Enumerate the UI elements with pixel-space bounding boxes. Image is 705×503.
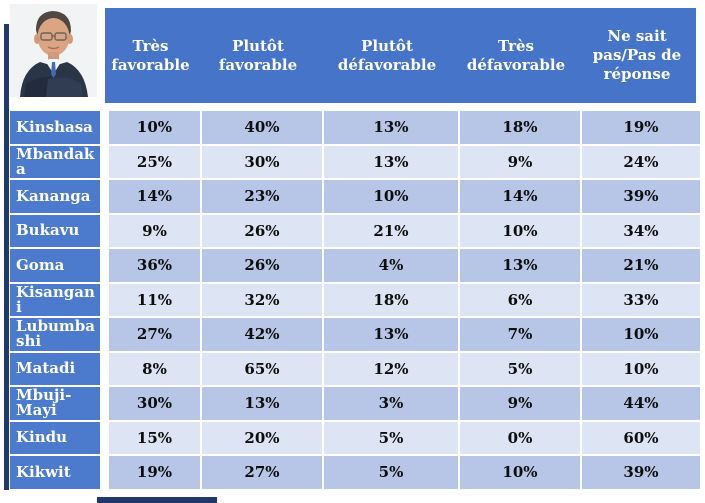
data-cell: 21% <box>324 214 458 247</box>
data-cell: 20% <box>202 421 322 454</box>
data-cell: 11% <box>109 283 200 316</box>
data-cell: 8% <box>109 352 200 385</box>
data-cell: 30% <box>109 387 200 420</box>
data-cell: 14% <box>460 180 580 213</box>
row-label-cell: Goma <box>10 249 100 282</box>
data-cell: 32% <box>202 283 322 316</box>
row-label-cell: Kikwit <box>10 456 100 489</box>
left-accent-bar <box>4 24 9 490</box>
data-cell: 33% <box>582 283 700 316</box>
data-cell: 6% <box>460 283 580 316</box>
data-cell: 40% <box>202 111 322 144</box>
data-cell: 25% <box>109 145 200 178</box>
data-cell: 18% <box>460 111 580 144</box>
data-cell: 26% <box>202 249 322 282</box>
data-cell: 10% <box>109 111 200 144</box>
data-cell: 12% <box>324 352 458 385</box>
data-cell: 19% <box>582 111 700 144</box>
label-column-gap <box>102 249 107 282</box>
label-column-gap <box>102 146 107 179</box>
header-cell-ne-sait-pas: Ne sait pas/Pas de réponse <box>592 27 682 83</box>
data-cell: 7% <box>460 318 580 351</box>
data-cell: 65% <box>202 352 322 385</box>
data-cell: 10% <box>460 214 580 247</box>
label-column-gap <box>102 215 107 248</box>
header-cell-plutot-favorable: Plutôt favorable <box>218 36 298 74</box>
data-cell: 34% <box>582 214 700 247</box>
label-column-gap <box>102 387 107 420</box>
row-label-cell: Mbuji-Mayi <box>10 387 100 420</box>
data-cell: 26% <box>202 214 322 247</box>
data-cell: 15% <box>109 421 200 454</box>
data-cell: 13% <box>324 145 458 178</box>
row-label-cell: Bukavu <box>10 214 100 247</box>
data-cell: 9% <box>109 214 200 247</box>
row-label-cell: Kindu <box>10 421 100 454</box>
label-column-gap <box>102 180 107 213</box>
row-label-cell: Kisangani <box>10 283 100 316</box>
data-cell: 13% <box>324 318 458 351</box>
table-body: Kinshasa 10% 40% 13% 18% 19% Mbandaka 25% 30% 13%… <box>10 111 700 489</box>
data-cell: 5% <box>324 456 458 489</box>
data-cell: 0% <box>460 421 580 454</box>
data-cell: 44% <box>582 387 700 420</box>
header-cell-plutot-defavorable: Plutôt défavorable <box>337 36 437 74</box>
row-label-cell: Kananga <box>10 180 100 213</box>
data-cell: 23% <box>202 180 322 213</box>
header-cell-tres-favorable: Très favorable <box>111 36 190 74</box>
data-cell: 14% <box>109 180 200 213</box>
label-column-gap <box>102 111 107 144</box>
label-column-gap <box>102 456 107 489</box>
row-label-cell: Kinshasa <box>10 111 100 144</box>
data-cell: 10% <box>460 456 580 489</box>
label-column-gap <box>102 422 107 455</box>
data-cell: 5% <box>460 352 580 385</box>
row-label-cell: Lubumbashi <box>10 318 100 351</box>
bottom-accent-bar <box>97 497 217 503</box>
row-label-cell: Matadi <box>10 352 100 385</box>
label-column-gap <box>102 353 107 386</box>
data-cell: 60% <box>582 421 700 454</box>
data-cell: 9% <box>460 387 580 420</box>
data-cell: 42% <box>202 318 322 351</box>
data-cell: 36% <box>109 249 200 282</box>
data-cell: 13% <box>460 249 580 282</box>
data-cell: 10% <box>582 352 700 385</box>
data-cell: 21% <box>582 249 700 282</box>
data-cell: 24% <box>582 145 700 178</box>
table-header-row: Très favorable Plutôt favorable Plutôt d… <box>105 8 696 103</box>
data-cell: 10% <box>582 318 700 351</box>
data-cell: 18% <box>324 283 458 316</box>
label-column-gap <box>102 318 107 351</box>
hollande-portrait-photo <box>10 4 97 97</box>
data-cell: 27% <box>202 456 322 489</box>
data-cell: 39% <box>582 180 700 213</box>
header-cell-tres-defavorable: Très défavorable <box>466 36 566 74</box>
data-cell: 13% <box>202 387 322 420</box>
data-cell: 5% <box>324 421 458 454</box>
data-cell: 10% <box>324 180 458 213</box>
data-cell: 30% <box>202 145 322 178</box>
portrait-illustration <box>10 4 97 97</box>
data-cell: 19% <box>109 456 200 489</box>
row-label-cell: Mbandaka <box>10 145 100 178</box>
data-cell: 3% <box>324 387 458 420</box>
data-cell: 39% <box>582 456 700 489</box>
data-cell: 13% <box>324 111 458 144</box>
data-cell: 9% <box>460 145 580 178</box>
label-column-gap <box>102 284 107 317</box>
data-cell: 4% <box>324 249 458 282</box>
data-cell: 27% <box>109 318 200 351</box>
